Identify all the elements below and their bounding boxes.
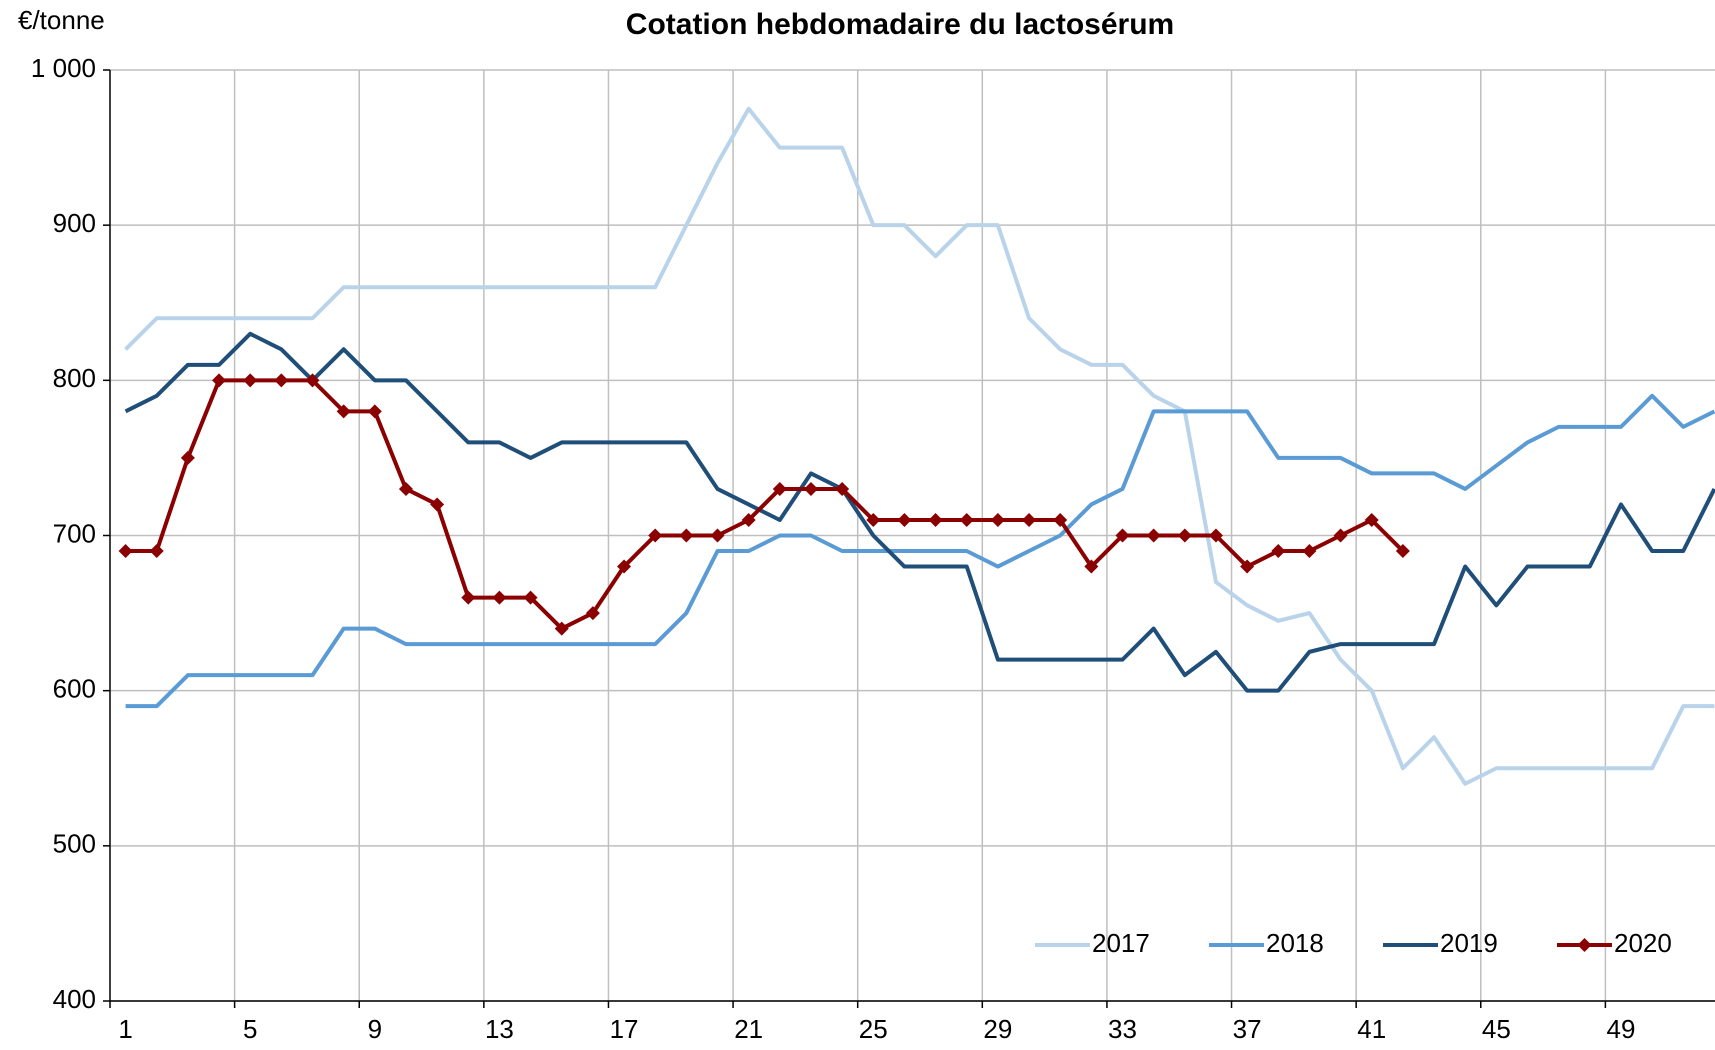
marker <box>554 621 569 636</box>
marker <box>274 373 289 388</box>
marker <box>1053 512 1068 527</box>
marker <box>1177 528 1192 543</box>
x-tick-label: 45 <box>1482 1014 1511 1044</box>
marker <box>118 544 133 559</box>
marker <box>180 450 195 465</box>
y-tick-label: 800 <box>53 363 96 393</box>
marker <box>679 528 694 543</box>
marker <box>1115 528 1130 543</box>
x-tick-label: 17 <box>610 1014 639 1044</box>
y-tick-label: 400 <box>53 984 96 1014</box>
x-tick-label: 41 <box>1357 1014 1386 1044</box>
x-tick-label: 13 <box>485 1014 514 1044</box>
series-line <box>125 378 1405 631</box>
marker <box>710 528 725 543</box>
legend-label: 2017 <box>1092 928 1150 958</box>
series-line <box>124 106 1715 786</box>
marker <box>1240 559 1255 574</box>
marker <box>305 373 320 388</box>
marker <box>1364 512 1379 527</box>
series-line <box>125 393 1715 709</box>
x-tick-label: 9 <box>368 1014 382 1044</box>
marker <box>928 512 943 527</box>
marker <box>803 481 818 496</box>
marker <box>648 528 663 543</box>
marker <box>492 590 507 605</box>
marker <box>741 512 756 527</box>
marker <box>430 497 445 512</box>
marker <box>866 512 881 527</box>
x-tick-label: 21 <box>734 1014 763 1044</box>
marker <box>897 512 912 527</box>
y-tick-label: 500 <box>53 829 96 859</box>
y-tick-label: 1 000 <box>31 53 96 83</box>
marker <box>617 559 632 574</box>
marker <box>367 404 382 419</box>
marker <box>835 481 850 496</box>
y-tick-label: 900 <box>53 208 96 238</box>
marker <box>772 481 787 496</box>
marker <box>212 373 227 388</box>
marker <box>1271 544 1286 559</box>
x-tick-label: 5 <box>243 1014 257 1044</box>
legend-label: 2018 <box>1266 928 1324 958</box>
x-tick-label: 29 <box>983 1014 1012 1044</box>
y-tick-label: 700 <box>53 518 96 548</box>
marker <box>1022 512 1037 527</box>
legend-marker <box>1577 938 1592 952</box>
chart-title: Cotation hebdomadaire du lactosérum <box>626 8 1174 41</box>
marker <box>1208 528 1223 543</box>
marker <box>990 512 1005 527</box>
x-tick-label: 37 <box>1233 1014 1262 1044</box>
series-line <box>124 331 1715 693</box>
legend-label: 2020 <box>1614 928 1672 958</box>
marker <box>1333 528 1348 543</box>
x-tick-label: 33 <box>1108 1014 1137 1044</box>
y-tick-label: 600 <box>53 674 96 704</box>
marker <box>243 373 258 388</box>
marker <box>149 544 164 559</box>
legend-label: 2019 <box>1440 928 1498 958</box>
marker <box>398 481 413 496</box>
y-axis-label: €/tonne <box>18 5 105 35</box>
marker <box>1395 544 1410 559</box>
x-tick-label: 25 <box>859 1014 888 1044</box>
marker <box>336 404 351 419</box>
marker <box>461 590 476 605</box>
marker <box>1302 544 1317 559</box>
x-tick-label: 49 <box>1607 1014 1636 1044</box>
marker <box>585 606 600 621</box>
marker <box>1146 528 1161 543</box>
marker <box>1084 559 1099 574</box>
marker <box>959 512 974 527</box>
x-tick-label: 1 <box>118 1014 132 1044</box>
marker <box>523 590 538 605</box>
